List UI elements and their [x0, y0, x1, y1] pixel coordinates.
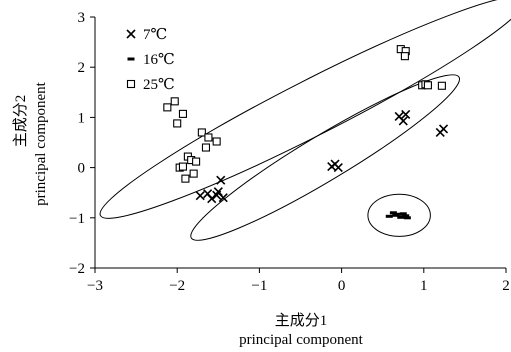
- legend: 7℃ 16℃ 25℃: [126, 27, 175, 93]
- y-axis-title-line2: principal component: [33, 81, 49, 206]
- point-7c: [195, 191, 205, 201]
- point-7c-stroke: [213, 187, 223, 197]
- cluster-ellipse: [99, 0, 511, 219]
- point-16c: [397, 215, 405, 219]
- point-25c: [204, 133, 213, 142]
- point-25c: [178, 109, 188, 118]
- point-16c: [389, 211, 397, 215]
- point-16c: [127, 57, 135, 61]
- point-7c: [401, 109, 411, 119]
- point-25c: [197, 128, 206, 137]
- point-16c: [395, 212, 403, 216]
- y-tick-label: 1: [78, 110, 86, 126]
- data-points: [163, 45, 449, 220]
- point-7c-stroke: [438, 124, 449, 134]
- y-tick-label: −1: [69, 211, 85, 227]
- point-16c: [402, 214, 410, 218]
- point-25c: [192, 157, 201, 166]
- point-7c: [218, 193, 228, 203]
- point-16c: [399, 212, 407, 216]
- point-25c: [181, 174, 190, 183]
- legend-label: 7℃: [143, 27, 167, 43]
- x-tick-label: −3: [87, 278, 103, 294]
- x-tick-label: −1: [251, 278, 267, 294]
- point-25c: [212, 137, 221, 146]
- point-7c-stroke: [218, 193, 228, 203]
- y-tick-label: −2: [69, 261, 85, 277]
- legend-label: 25℃: [143, 77, 175, 93]
- point-25c: [437, 81, 446, 90]
- cluster-ellipse: [190, 74, 461, 241]
- y-tick-label: 0: [78, 161, 86, 177]
- point-7c-stroke: [126, 29, 136, 39]
- legend-label: 16℃: [143, 52, 175, 68]
- point-7c: [398, 116, 408, 126]
- x-tick-label: 1: [420, 278, 428, 294]
- point-7c-stroke: [216, 175, 226, 185]
- point-7c-stroke: [333, 163, 343, 173]
- point-7c-stroke: [203, 189, 213, 199]
- y-tick-label: 2: [78, 60, 86, 76]
- point-25c: [400, 52, 409, 61]
- point-25c: [189, 169, 198, 178]
- point-7c-stroke: [207, 194, 217, 204]
- x-tick-label: −2: [169, 278, 185, 294]
- y-tick-label: 3: [78, 10, 86, 26]
- point-7c: [438, 124, 449, 134]
- point-7c-stroke: [401, 109, 411, 119]
- x-tick-label: 2: [502, 278, 510, 294]
- point-7c: [207, 194, 217, 204]
- point-16c: [403, 216, 411, 220]
- x-tick-label: 0: [338, 278, 346, 294]
- cluster-ellipse: [367, 193, 431, 237]
- point-25c: [423, 81, 432, 90]
- y-axis-title-line1: 主成分2: [12, 95, 29, 148]
- point-25c: [163, 103, 172, 112]
- point-16c: [385, 214, 393, 218]
- point-7c: [126, 29, 136, 39]
- cluster-ellipses: [99, 0, 511, 241]
- point-25c: [178, 162, 188, 171]
- point-25c: [173, 119, 182, 128]
- point-25c: [201, 143, 211, 152]
- point-7c: [333, 163, 343, 173]
- point-7c: [216, 175, 226, 185]
- point-7c-stroke: [394, 111, 404, 121]
- point-7c-stroke: [195, 191, 205, 201]
- point-25c: [126, 79, 136, 89]
- point-25c: [170, 97, 179, 106]
- x-axis-title-line2: principal component: [239, 332, 364, 348]
- point-7c-stroke: [398, 116, 408, 126]
- x-axis-title-line1: 主成分1: [275, 312, 328, 329]
